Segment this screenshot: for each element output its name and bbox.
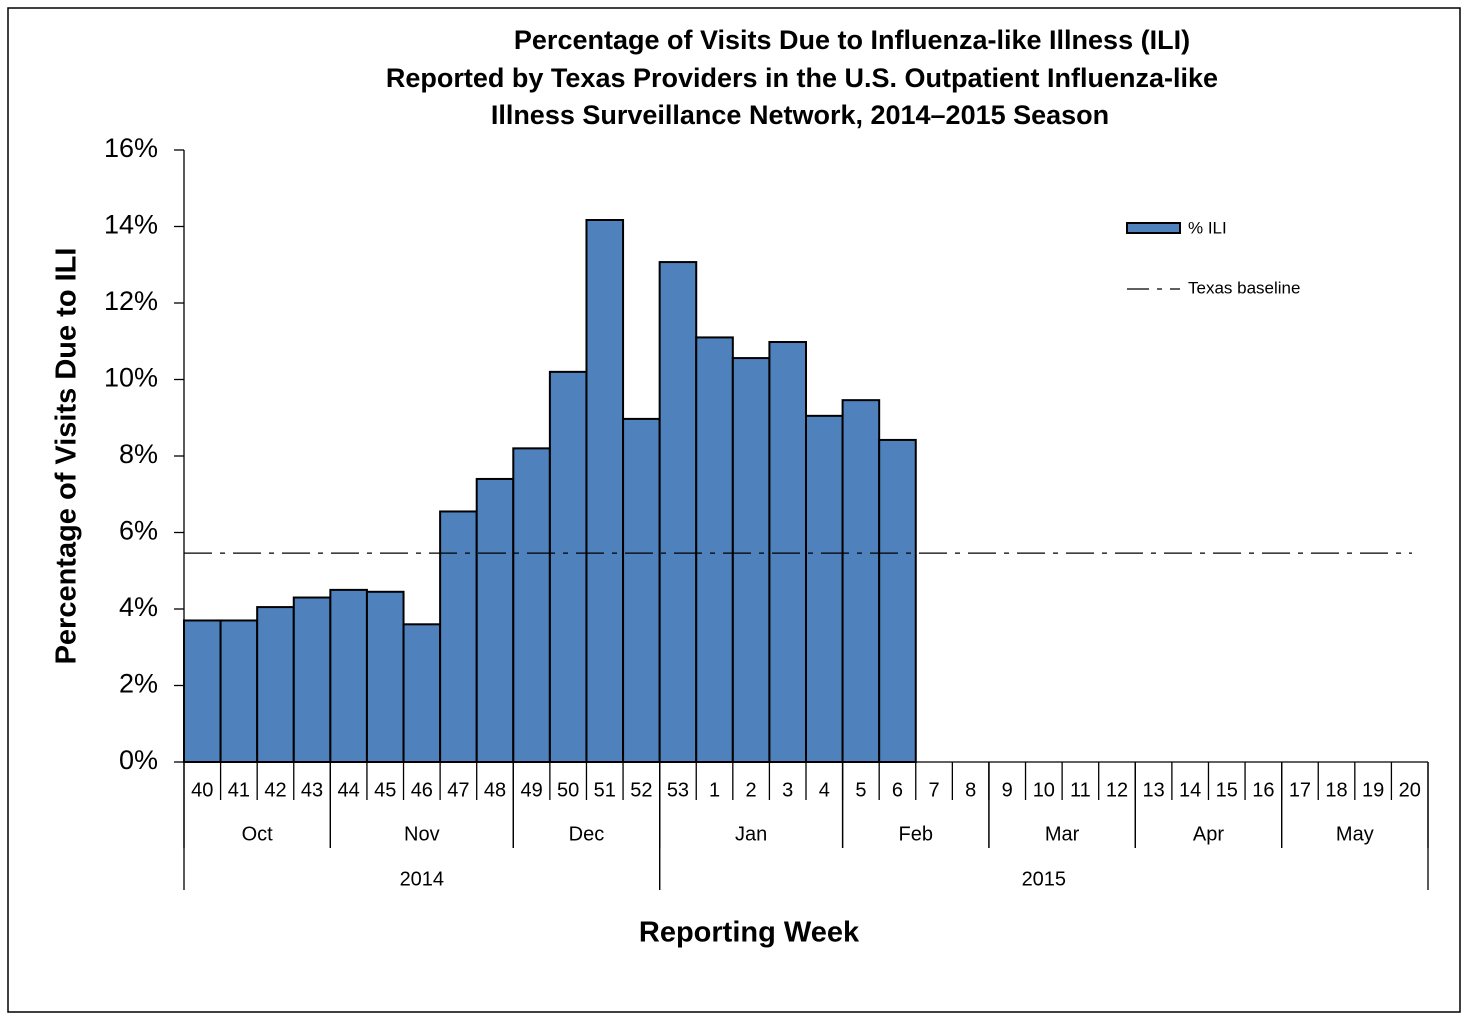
x-tick-label: 50 xyxy=(557,779,579,801)
x-tick-label: 11 xyxy=(1070,779,1091,801)
x-tick-label: 49 xyxy=(520,779,542,801)
x-tick-label: 19 xyxy=(1362,779,1384,801)
y-tick-label: 8% xyxy=(119,439,158,469)
months-label: Nov xyxy=(404,823,440,845)
x-tick-label: 53 xyxy=(667,779,689,801)
bar xyxy=(805,414,844,763)
x-tick-label: 17 xyxy=(1289,779,1311,801)
y-axis-title: Percentage of Visits Due to ILI xyxy=(51,248,83,665)
years-label: 2015 xyxy=(1022,868,1067,890)
months-label: Mar xyxy=(1045,823,1080,845)
bar xyxy=(439,510,478,763)
x-axis-title: Reporting Week xyxy=(639,917,860,949)
legend-label: Texas baseline xyxy=(1188,278,1300,297)
bar xyxy=(695,336,734,763)
chart-title: Illness Surveillance Network, 2014–2015 … xyxy=(491,100,1109,130)
x-tick-label: 47 xyxy=(447,779,469,801)
x-tick-label: 5 xyxy=(855,779,866,801)
y-tick-label: 12% xyxy=(104,286,158,316)
legend-swatch xyxy=(1126,222,1181,234)
y-tick-label: 2% xyxy=(119,669,158,699)
x-tick-label: 8 xyxy=(965,779,976,801)
x-tick-label: 44 xyxy=(338,779,360,801)
y-tick-label: 0% xyxy=(119,745,158,775)
x-tick-label: 15 xyxy=(1216,779,1238,801)
x-tick-label: 46 xyxy=(411,779,433,801)
months-label: Feb xyxy=(899,823,933,845)
bar xyxy=(658,261,698,763)
bar xyxy=(548,370,588,763)
bar xyxy=(183,619,222,763)
x-tick-label: 18 xyxy=(1325,779,1347,801)
bar xyxy=(256,606,295,764)
x-tick-label: 52 xyxy=(630,779,652,801)
x-tick-label: 6 xyxy=(892,779,903,801)
bar xyxy=(292,596,332,764)
bar xyxy=(365,590,405,763)
x-tick-label: 48 xyxy=(484,779,506,801)
months-label: Oct xyxy=(242,823,274,845)
bar xyxy=(219,619,259,763)
bar xyxy=(585,218,625,763)
x-tick-label: 16 xyxy=(1252,779,1274,801)
bar xyxy=(512,447,551,763)
bar xyxy=(731,357,771,763)
bar xyxy=(475,477,515,763)
x-tick-label: 14 xyxy=(1179,779,1201,801)
months-label: Apr xyxy=(1193,823,1224,845)
x-tick-label: 40 xyxy=(191,779,213,801)
x-tick-label: 13 xyxy=(1142,779,1164,801)
bar xyxy=(402,623,442,763)
x-tick-label: 12 xyxy=(1106,779,1128,801)
x-tick-label: 7 xyxy=(928,779,939,801)
x-tick-label: 2 xyxy=(746,779,757,801)
years-label: 2014 xyxy=(400,868,445,890)
x-tick-label: 4 xyxy=(819,779,830,801)
y-tick-label: 14% xyxy=(104,210,158,240)
y-tick-label: 10% xyxy=(104,363,158,393)
x-tick-label: 10 xyxy=(1033,779,1055,801)
x-tick-label: 45 xyxy=(374,779,396,801)
bar xyxy=(841,399,881,763)
x-tick-label: 20 xyxy=(1399,779,1421,801)
bar xyxy=(768,341,807,763)
x-tick-label: 41 xyxy=(228,779,250,801)
bar xyxy=(878,438,917,763)
x-tick-label: 43 xyxy=(301,779,323,801)
x-tick-label: 9 xyxy=(1002,779,1013,801)
y-tick-label: 16% xyxy=(104,133,158,163)
y-tick-label: 4% xyxy=(119,592,158,622)
bar xyxy=(329,588,368,763)
x-tick-label: 51 xyxy=(594,779,616,801)
months-label: Jan xyxy=(735,823,767,845)
months-label: Dec xyxy=(569,823,605,845)
months-label: May xyxy=(1336,823,1374,845)
x-tick-label: 3 xyxy=(782,779,793,801)
chart-title: Percentage of Visits Due to Influenza-li… xyxy=(514,25,1190,55)
x-tick-label: 42 xyxy=(264,779,286,801)
legend-label: % ILI xyxy=(1188,218,1227,237)
chart-title: Reported by Texas Providers in the U.S. … xyxy=(386,63,1218,93)
y-tick-label: 6% xyxy=(119,516,158,546)
bar xyxy=(622,417,661,763)
x-tick-label: 1 xyxy=(709,779,720,801)
